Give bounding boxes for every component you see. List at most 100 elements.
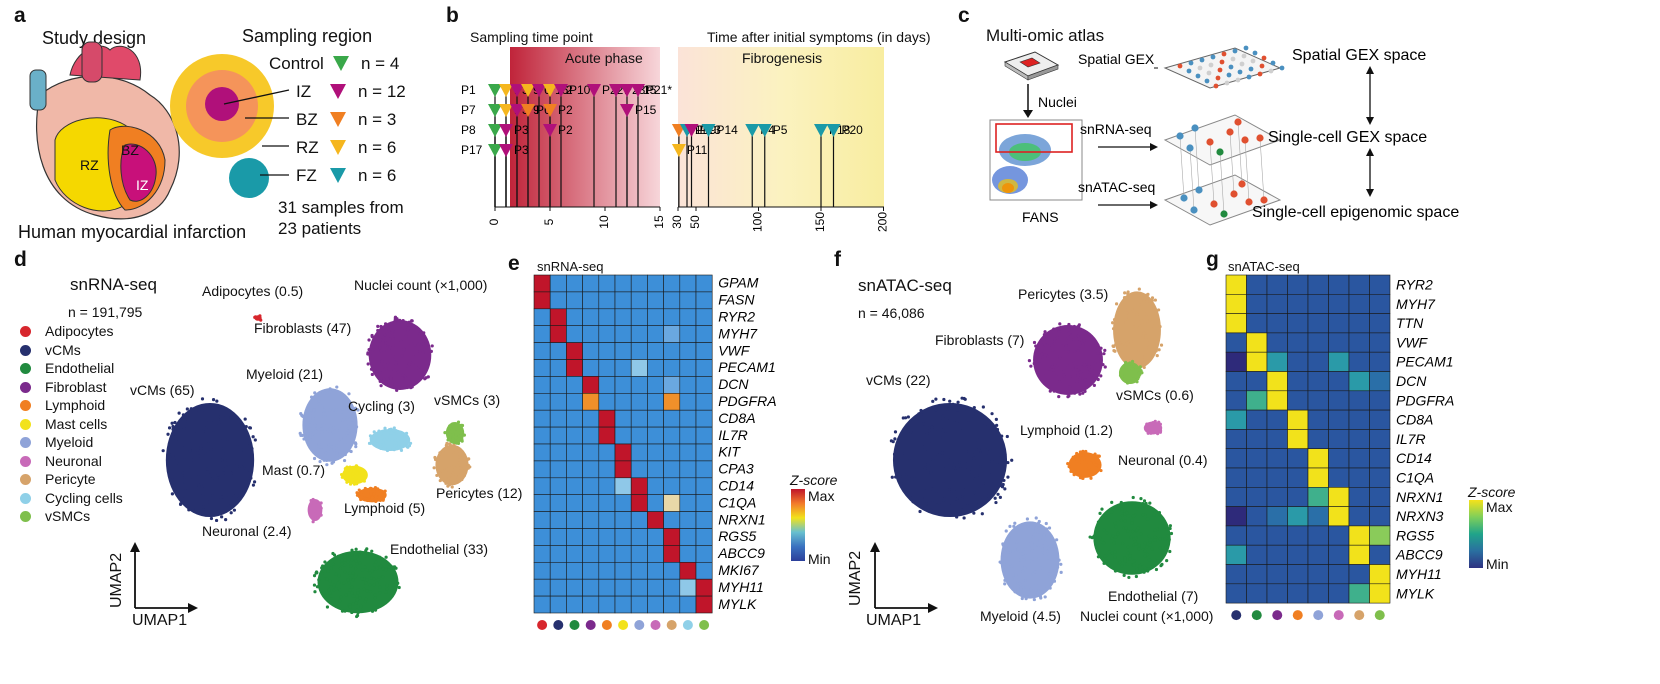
heatmap-cell <box>630 494 648 512</box>
heatmap-column-dot <box>537 620 548 630</box>
umap-d-cluster-vsmcs <box>443 420 466 445</box>
heatmap-cell <box>1328 429 1350 449</box>
umap-f-y-label: UMAP2 <box>847 550 864 606</box>
heatmap-cell <box>549 393 567 411</box>
heatmap-cell <box>582 409 600 428</box>
space3-label: Single-cell epigenomic space <box>1252 204 1459 221</box>
heatmap-gene-label: CPA3 <box>718 461 754 477</box>
label-f-vcms: vCMs (22) <box>866 372 931 388</box>
heatmap-cell <box>549 325 567 343</box>
legend-dot-icon <box>20 344 31 356</box>
heatmap-column-dot <box>1272 610 1283 621</box>
panel-a-caption: Human myocardial infarction <box>18 222 247 242</box>
heatmap-gene-label: NRXN1 <box>718 511 765 527</box>
heatmap-cell <box>679 595 697 614</box>
timeline-triangle <box>620 104 634 117</box>
snrna-umap <box>130 314 472 619</box>
region-name: RZ <box>296 138 319 157</box>
legend-dot-icon <box>20 418 31 430</box>
heatmap-cell <box>598 376 616 394</box>
spatial-spot <box>1248 66 1254 72</box>
heatmap-cell <box>614 595 632 614</box>
timeline-triangle <box>488 144 502 157</box>
region-name: IZ <box>296 82 312 101</box>
heatmap-gene-label: RGS5 <box>718 528 756 544</box>
heatmap-cell <box>533 426 551 445</box>
timeline-triangle <box>521 104 535 117</box>
celltype-legend-item: Mast cells <box>20 416 107 432</box>
heatmap-cell <box>1369 487 1391 507</box>
gex-cell <box>1234 118 1242 126</box>
heatmap-column-dot <box>1313 610 1324 621</box>
heatmap-cell <box>1328 467 1350 488</box>
heatmap-cell <box>663 342 681 360</box>
summary-line2: 23 patients <box>278 219 362 238</box>
heatmap-cell <box>598 578 616 597</box>
umap-d-cluster-endothelial <box>312 547 401 619</box>
heatmap-cell <box>1307 544 1329 565</box>
heatmap-cell <box>614 274 632 293</box>
umap-f-cluster-vcms <box>889 396 1014 520</box>
spatial-spot <box>1235 77 1241 83</box>
umap-f-cluster-fibroblast <box>1027 322 1107 399</box>
heatmap-cell <box>582 426 600 445</box>
heatmap-cell <box>1369 274 1391 295</box>
heatmap-cell <box>630 325 648 343</box>
heatmap-cell <box>663 393 681 411</box>
heatmap-cell <box>679 308 697 326</box>
heatmap-cell <box>1246 564 1268 585</box>
timeline-triangle <box>543 104 557 117</box>
timeline-tick-label: 0 <box>487 218 501 225</box>
legend-label: vSMCs <box>45 508 91 524</box>
snatac-label: snATAC-seq <box>1078 179 1155 195</box>
heatmap-cell <box>566 511 583 529</box>
timeline-marker: P15 <box>620 103 657 207</box>
timeline-tick-label: 100 <box>751 212 765 232</box>
heatmap-cell <box>1307 409 1329 430</box>
label-f-pericytes: Pericytes (3.5) <box>1018 286 1109 302</box>
heatmap-cell <box>614 359 632 377</box>
epi-cell <box>1260 196 1268 204</box>
heatmap-cell <box>1266 293 1288 314</box>
epi-cell <box>1245 198 1253 206</box>
heatmap-cell <box>679 426 697 445</box>
heatmap-cell <box>1287 429 1309 449</box>
heatmap-gene-label: IL7R <box>718 427 748 443</box>
timeline-triangle <box>757 124 772 137</box>
heatmap-cell <box>566 376 583 394</box>
legend-label: Lymphoid <box>45 397 106 413</box>
heatmap-cell <box>582 477 600 496</box>
heatmap-cell <box>1328 332 1350 353</box>
heatmap-cell <box>1307 525 1329 546</box>
heatmap-cell <box>533 359 551 377</box>
heatmap-cell <box>614 342 632 360</box>
heatmap-cell <box>679 376 697 394</box>
heatmap-cell <box>1266 448 1288 469</box>
heatmap-cell <box>566 528 583 546</box>
heart-label-bz: BZ <box>121 142 139 158</box>
region-legend-item: Control n = 4 <box>266 54 399 74</box>
gex-cell <box>1191 124 1199 132</box>
heatmap-cell <box>1328 506 1350 527</box>
acute-phase-label: Acute phase <box>565 50 643 66</box>
heatmap-column-dot <box>569 620 580 630</box>
heatmap-gene-label: DCN <box>1396 373 1427 389</box>
heatmap-cell <box>1246 371 1268 392</box>
heatmap-cell <box>679 443 697 462</box>
label-f-lymphoid: Lymphoid (1.2) <box>1020 422 1113 438</box>
heatmap-cell <box>582 528 600 546</box>
heatmap-cell <box>582 494 600 512</box>
heatmap-cell <box>1348 487 1370 507</box>
spatial-spot <box>1188 60 1194 66</box>
heatmap-cell <box>1266 274 1288 295</box>
heatmap-cell <box>598 342 616 360</box>
heatmap-cell <box>679 409 697 428</box>
gex-cell <box>1256 134 1264 142</box>
timeline-triangle <box>543 84 557 97</box>
timeline-triangle <box>701 124 716 137</box>
timeline-chart: Acute phase Fibrogenesis 0 5 10 15 30 50 100 15… <box>461 47 890 232</box>
space1-label: Spatial GEX space <box>1292 47 1426 64</box>
heatmap-cell <box>1225 429 1247 449</box>
label-d-vcms: vCMs (65) <box>130 382 195 398</box>
heatmap-cell <box>695 359 713 377</box>
